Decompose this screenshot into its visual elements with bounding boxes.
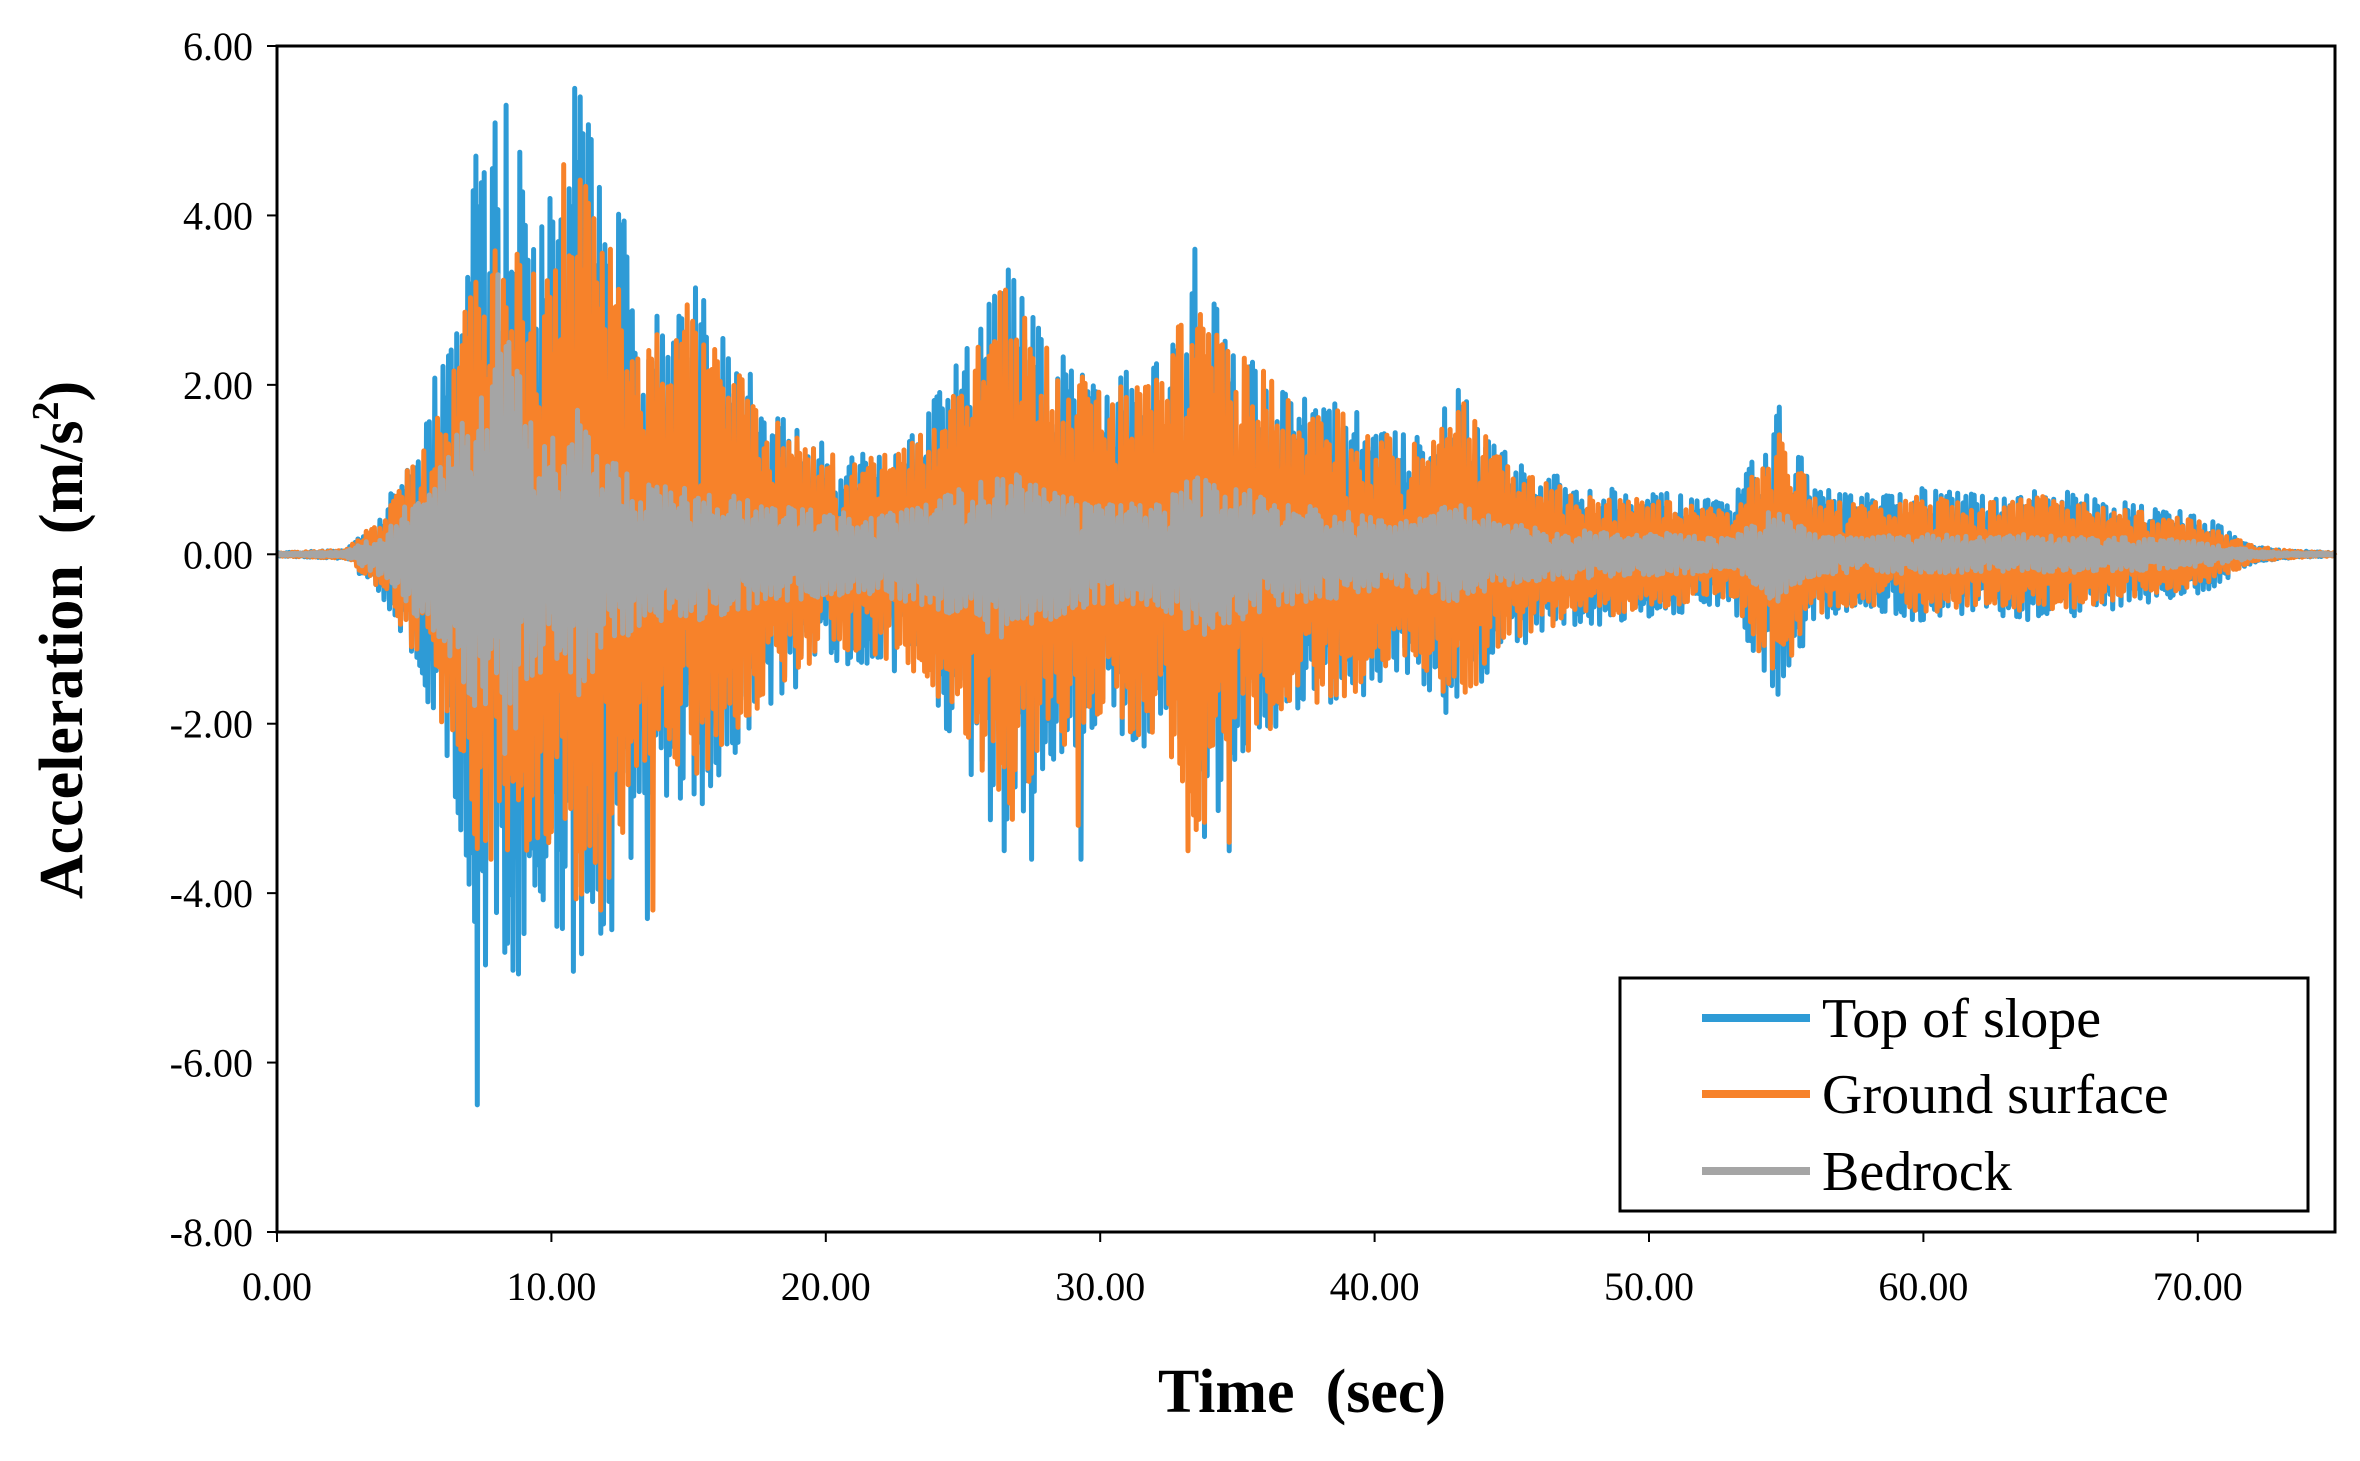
y-tick-label: -6.00 — [170, 1041, 253, 1086]
y-tick-label: 6.00 — [183, 24, 253, 69]
x-tick-label: 40.00 — [1330, 1264, 1420, 1309]
y-axis-title: Acceleration (m/s2) — [25, 381, 96, 899]
y-tick-label: 2.00 — [183, 363, 253, 408]
y-tick-label: 4.00 — [183, 193, 253, 238]
legend-label-ground-surface: Ground surface — [1822, 1064, 2169, 1126]
series-line-ground-surface — [275, 162, 2338, 913]
y-tick-label: 0.00 — [183, 532, 253, 577]
x-axis-ticks: 0.00 10.00 20.00 30.00 40.00 50.00 60.00 70.00 — [242, 1232, 2243, 1309]
legend: Top of slope Ground surface Bedrock — [1618, 976, 2310, 1213]
y-axis-ticks: 6.00 4.00 2.00 0.00 -2.00 -4.00 -6.00 -8.00 — [170, 24, 277, 1255]
legend-label-top-of-slope: Top of slope — [1822, 988, 2101, 1050]
x-axis-title: Time (sec) — [1158, 1358, 1446, 1426]
x-tick-label: 70.00 — [2153, 1264, 2243, 1309]
y-axis-title-close: ) — [28, 381, 96, 402]
x-tick-label: 10.00 — [506, 1264, 596, 1309]
x-tick-label: 0.00 — [242, 1264, 312, 1309]
x-tick-label: 30.00 — [1055, 1264, 1145, 1309]
plot-series-group — [274, 85, 2338, 1108]
plot-area-frame — [275, 44, 2337, 1234]
x-tick-label: 50.00 — [1604, 1264, 1694, 1309]
x-tick-label: 20.00 — [781, 1264, 871, 1309]
legend-label-bedrock: Bedrock — [1822, 1141, 2012, 1203]
y-axis-title-superscript: 2 — [25, 402, 67, 421]
y-tick-label: -8.00 — [170, 1210, 253, 1255]
y-axis-title-main: Acceleration (m/s — [28, 421, 96, 900]
y-tick-label: -2.00 — [170, 702, 253, 747]
x-tick-label: 60.00 — [1878, 1264, 1968, 1309]
series-line-bedrock — [275, 272, 2337, 756]
y-tick-label: -4.00 — [170, 871, 253, 916]
